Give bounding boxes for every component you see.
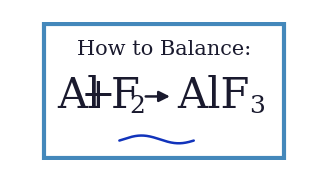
Text: AlF: AlF [178, 75, 250, 117]
Text: 2: 2 [130, 95, 146, 118]
Text: F: F [111, 75, 140, 117]
Text: +: + [81, 75, 116, 117]
Text: 3: 3 [250, 95, 265, 118]
Text: Al: Al [57, 75, 101, 117]
Text: How to Balance:: How to Balance: [77, 40, 251, 59]
FancyBboxPatch shape [44, 24, 284, 158]
